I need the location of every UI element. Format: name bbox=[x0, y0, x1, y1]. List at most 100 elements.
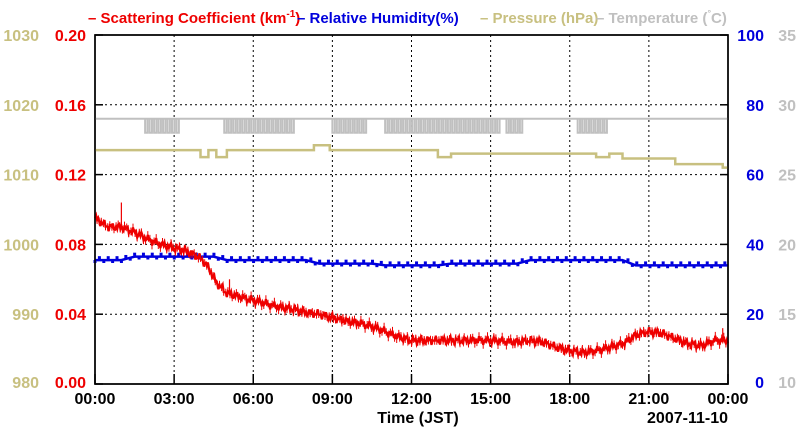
humidity-point bbox=[613, 260, 617, 264]
pressure-tick-label: 1030 bbox=[3, 28, 39, 45]
humidity-point bbox=[578, 260, 582, 264]
humidity-point bbox=[313, 262, 317, 266]
x-tick-label: 12:00 bbox=[391, 391, 432, 408]
humidity-point bbox=[710, 265, 714, 269]
humidity-point bbox=[489, 263, 493, 267]
humidity-point bbox=[388, 261, 392, 265]
scattering-line bbox=[93, 211, 730, 360]
humidity-point bbox=[318, 259, 322, 263]
humidity-point bbox=[701, 265, 705, 269]
humidity-point bbox=[181, 256, 185, 260]
pressure-tick-label: 990 bbox=[12, 307, 39, 324]
humidity-point bbox=[507, 263, 511, 267]
humidity-point bbox=[652, 261, 656, 265]
humidity-point bbox=[208, 256, 212, 260]
pressure-tick-label: 980 bbox=[12, 375, 39, 392]
humidity-point bbox=[159, 252, 163, 256]
series-layer bbox=[93, 117, 730, 360]
humidity-point bbox=[463, 263, 467, 267]
humidity-point bbox=[657, 265, 661, 269]
humidity-point bbox=[674, 265, 678, 269]
humidity-point bbox=[168, 252, 172, 256]
x-tick-label: 09:00 bbox=[312, 391, 353, 408]
humidity-point bbox=[344, 259, 348, 263]
humidity-point bbox=[309, 257, 313, 261]
humidity-point bbox=[432, 261, 436, 265]
humidity-point bbox=[203, 252, 207, 256]
pressure-tick-label: 1010 bbox=[3, 168, 39, 185]
humidity-point bbox=[256, 256, 260, 260]
humidity-point bbox=[560, 260, 564, 264]
humidity-point bbox=[591, 256, 595, 260]
scattering-tick-label: 0.12 bbox=[55, 168, 86, 185]
humidity-point bbox=[622, 260, 626, 264]
humidity-point bbox=[481, 263, 485, 267]
humidity-point bbox=[626, 258, 630, 262]
humidity-point bbox=[384, 265, 388, 269]
humidity-point bbox=[304, 260, 308, 264]
humidity-point bbox=[115, 256, 119, 260]
humidity-point bbox=[348, 263, 352, 267]
humidity-point bbox=[335, 259, 339, 263]
humidity-point bbox=[260, 260, 264, 264]
humidity-tick-label: 80 bbox=[746, 98, 764, 115]
humidity-point bbox=[282, 256, 286, 260]
humidity-point bbox=[511, 259, 515, 263]
pressure-tick-label: 1000 bbox=[3, 237, 39, 254]
humidity-tick-label: 40 bbox=[746, 237, 764, 254]
humidity-point bbox=[569, 260, 573, 264]
x-tick-label: 06:00 bbox=[233, 391, 274, 408]
humidity-point bbox=[648, 265, 652, 269]
humidity-point bbox=[111, 260, 115, 264]
x-tick-label: 00:00 bbox=[708, 391, 749, 408]
humidity-point bbox=[696, 261, 700, 265]
humidity-point bbox=[498, 263, 502, 267]
humidity-point bbox=[366, 263, 370, 267]
humidity-point bbox=[705, 261, 709, 265]
humidity-point bbox=[225, 260, 229, 264]
humidity-point bbox=[119, 259, 123, 263]
humidity-point bbox=[106, 256, 110, 260]
humidity-point bbox=[714, 261, 718, 265]
humidity-point bbox=[155, 256, 159, 260]
humidity-point bbox=[688, 261, 692, 265]
humidity-point bbox=[670, 261, 674, 265]
humidity-point bbox=[163, 256, 167, 260]
pressure-tick-label: 1020 bbox=[3, 98, 39, 115]
humidity-point bbox=[97, 256, 101, 260]
humidity-point bbox=[234, 260, 238, 264]
legend-pressure: – Pressure (hPa) bbox=[480, 10, 598, 27]
humidity-tick-label: 20 bbox=[746, 307, 764, 324]
humidity-tick-label: 60 bbox=[746, 168, 764, 185]
humidity-point bbox=[472, 263, 476, 267]
humidity-point bbox=[243, 260, 247, 264]
humidity-point bbox=[379, 260, 383, 264]
humidity-point bbox=[353, 259, 357, 263]
temperature-tick-label: 35 bbox=[778, 28, 796, 45]
scattering-tick-label: 0.16 bbox=[55, 98, 86, 115]
humidity-point bbox=[340, 263, 344, 267]
humidity-point bbox=[582, 256, 586, 260]
humidity-point bbox=[375, 264, 379, 268]
humidity-point bbox=[274, 256, 278, 260]
humidity-point bbox=[485, 259, 489, 263]
humidity-tick-label: 100 bbox=[737, 28, 764, 45]
temperature-tick-label: 25 bbox=[778, 168, 796, 185]
humidity-point bbox=[265, 256, 269, 260]
humidity-point bbox=[692, 265, 696, 269]
x-tick-label: 00:00 bbox=[75, 391, 116, 408]
humidity-point bbox=[322, 263, 326, 267]
scattering-tick-label: 0.04 bbox=[55, 307, 86, 324]
humidity-point bbox=[124, 254, 128, 258]
humidity-point bbox=[102, 260, 106, 264]
temperature-tick-label: 30 bbox=[778, 98, 796, 115]
humidity-point bbox=[661, 261, 665, 265]
humidity-point bbox=[542, 260, 546, 264]
humidity-point bbox=[467, 259, 471, 263]
humidity-point bbox=[423, 261, 427, 265]
legend-scattering: – Scattering Coefficient (km-1) bbox=[88, 9, 300, 27]
humidity-point bbox=[494, 259, 498, 263]
x-tick-label: 21:00 bbox=[628, 391, 669, 408]
x-ticks: 00:00 03:00 06:00 09:00 12:00 15:00 18:00 21:00… bbox=[75, 374, 749, 408]
